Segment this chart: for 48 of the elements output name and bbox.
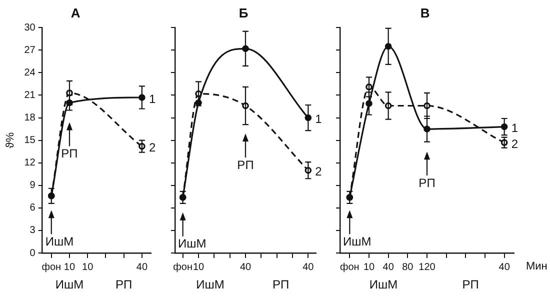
series-label: 1 (148, 92, 156, 106)
chart-title: В (420, 5, 430, 20)
y-tick-label: 24 (24, 67, 36, 78)
text: ИшМ (55, 277, 84, 292)
y-tick-label: 3 (30, 225, 36, 236)
y-tick-label: 27 (24, 44, 36, 56)
annotation: РП (61, 146, 78, 161)
y-tick-label: 15 (24, 135, 36, 146)
x-tick-label: фон (42, 262, 62, 273)
annotation: ИшМ (178, 236, 206, 251)
text: РП (272, 277, 290, 292)
y-tick-label: 9 (30, 180, 36, 192)
annotation: ИшМ (343, 234, 372, 248)
y-tick-label: 0 (30, 248, 36, 259)
text: РП (116, 277, 132, 292)
text: ИшМ (369, 277, 398, 292)
x-tick-label: 40 (136, 262, 148, 273)
y-tick-label: 18 (24, 112, 36, 124)
x-tick-label: 10 (64, 262, 76, 273)
text: РП (462, 277, 479, 292)
y-tick-label: 12 (24, 158, 36, 169)
y-axis-title: ϑ% (4, 132, 17, 148)
x-tick-label: 10 (363, 262, 375, 273)
series-label: 1 (511, 121, 518, 136)
y-tick-label: 30 (24, 22, 36, 34)
chart-title: Б (238, 5, 248, 20)
x-tick-label: 40 (240, 262, 252, 273)
annotation: ИшМ (45, 234, 74, 248)
chart-title: А (70, 5, 81, 20)
x-tick-label: 10 (192, 262, 204, 273)
x-tick-label: фон (173, 262, 192, 273)
text: ИшМ (196, 277, 224, 292)
annotation: РП (237, 158, 254, 172)
y-tick-label: 21 (24, 90, 36, 101)
x-tick-label: 40 (498, 262, 510, 273)
x-tick-label: 40 (302, 262, 314, 273)
series-label: 2 (315, 164, 322, 179)
x-tick-label: 80 (402, 262, 414, 273)
x-axis-title: Мин (526, 260, 548, 273)
series-label: 2 (148, 140, 156, 155)
series-label: 2 (511, 136, 518, 151)
series-label: 1 (315, 112, 322, 126)
x-tick-label: 120 (418, 262, 436, 273)
annotation: РП (418, 176, 436, 190)
x-tick-label: 40 (382, 262, 394, 273)
x-tick-label: фон (340, 262, 360, 273)
x-tick-label: 10 (82, 262, 94, 273)
y-tick-label: 6 (30, 202, 36, 214)
